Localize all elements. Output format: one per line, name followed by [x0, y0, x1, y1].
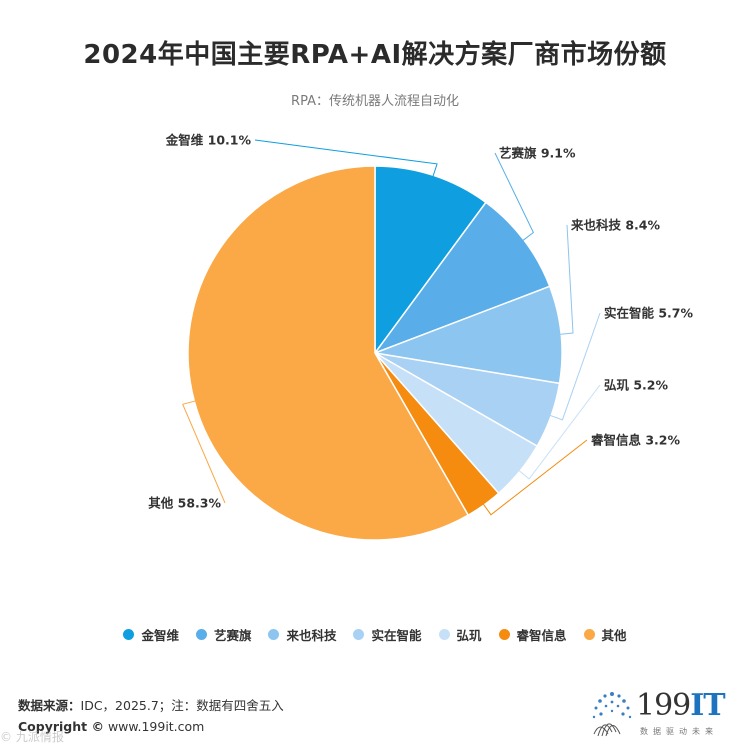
- leader-line-1: [494, 152, 535, 243]
- legend-label-5: 睿智信息: [516, 627, 567, 643]
- legend-item-5: 睿智信息: [498, 625, 567, 644]
- chart-title: 2024年中国主要RPA+AI解决方案厂商市场份额: [83, 40, 667, 70]
- slice-label-3: 实在智能 5.7%: [604, 306, 693, 321]
- leader-line-4: [516, 384, 601, 480]
- watermark: © 九派情报: [0, 730, 64, 744]
- legend-swatch-4: [438, 628, 450, 640]
- source-text: IDC，2025.7；注：数据有四舍五入: [80, 698, 284, 713]
- leader-line-5: [481, 439, 588, 516]
- legend-swatch-2: [268, 628, 280, 640]
- brand-logo: 199IT 数据驱动未来: [588, 686, 738, 740]
- copyright-note: Copyright © www.199it.com: [18, 719, 204, 734]
- legend-item-4: 弘玑: [438, 625, 482, 644]
- legend-swatch-5: [498, 628, 510, 640]
- legend-label-1: 艺赛旗: [213, 627, 252, 643]
- legend-swatch-1: [195, 628, 207, 640]
- logo-tagline: 数据驱动未来: [640, 727, 718, 736]
- logo-text: 199IT: [636, 688, 726, 723]
- slice-label-1: 艺赛旗 9.1%: [499, 146, 576, 161]
- copyright-text: www.199it.com: [103, 719, 205, 734]
- slice-label-4: 弘玑 5.2%: [604, 378, 668, 393]
- legend-item-2: 来也科技: [268, 625, 336, 644]
- legend-item-6: 其他: [583, 625, 627, 644]
- source-note: 数据来源：IDC，2025.7；注：数据有四舍五入: [18, 695, 284, 714]
- slice-label-2: 来也科技 8.4%: [570, 218, 660, 233]
- legend-swatch-0: [123, 628, 135, 640]
- leader-line-3: [547, 312, 601, 421]
- logo-dots-icon: [592, 692, 632, 737]
- chart-legend: 金智维 艺赛旗 来也科技 实在智能 弘玑 睿智信息 其他: [0, 624, 750, 644]
- chart-subtitle: RPA：传统机器人流程自动化: [291, 94, 459, 109]
- legend-item-1: 艺赛旗: [195, 625, 252, 644]
- legend-swatch-3: [353, 628, 365, 640]
- copyright-label: Copyright ©: [18, 719, 104, 734]
- leader-line-0: [254, 139, 438, 180]
- legend-label-2: 来也科技: [286, 627, 337, 643]
- source-label: 数据来源：: [18, 698, 81, 713]
- legend-item-3: 实在智能: [353, 625, 422, 644]
- slice-label-5: 睿智信息 3.2%: [591, 433, 680, 448]
- leader-line-6: [182, 399, 226, 504]
- legend-label-6: 其他: [601, 627, 627, 643]
- legend-label-0: 金智维: [141, 627, 179, 643]
- legend-swatch-6: [583, 628, 595, 640]
- legend-label-3: 实在智能: [371, 627, 422, 643]
- legend-item-0: 金智维: [123, 625, 179, 644]
- legend-label-4: 弘玑: [456, 627, 482, 643]
- leader-line-2: [557, 224, 574, 336]
- slice-label-6: 其他 58.3%: [148, 496, 221, 511]
- slice-label-0: 金智维 10.1%: [165, 133, 252, 148]
